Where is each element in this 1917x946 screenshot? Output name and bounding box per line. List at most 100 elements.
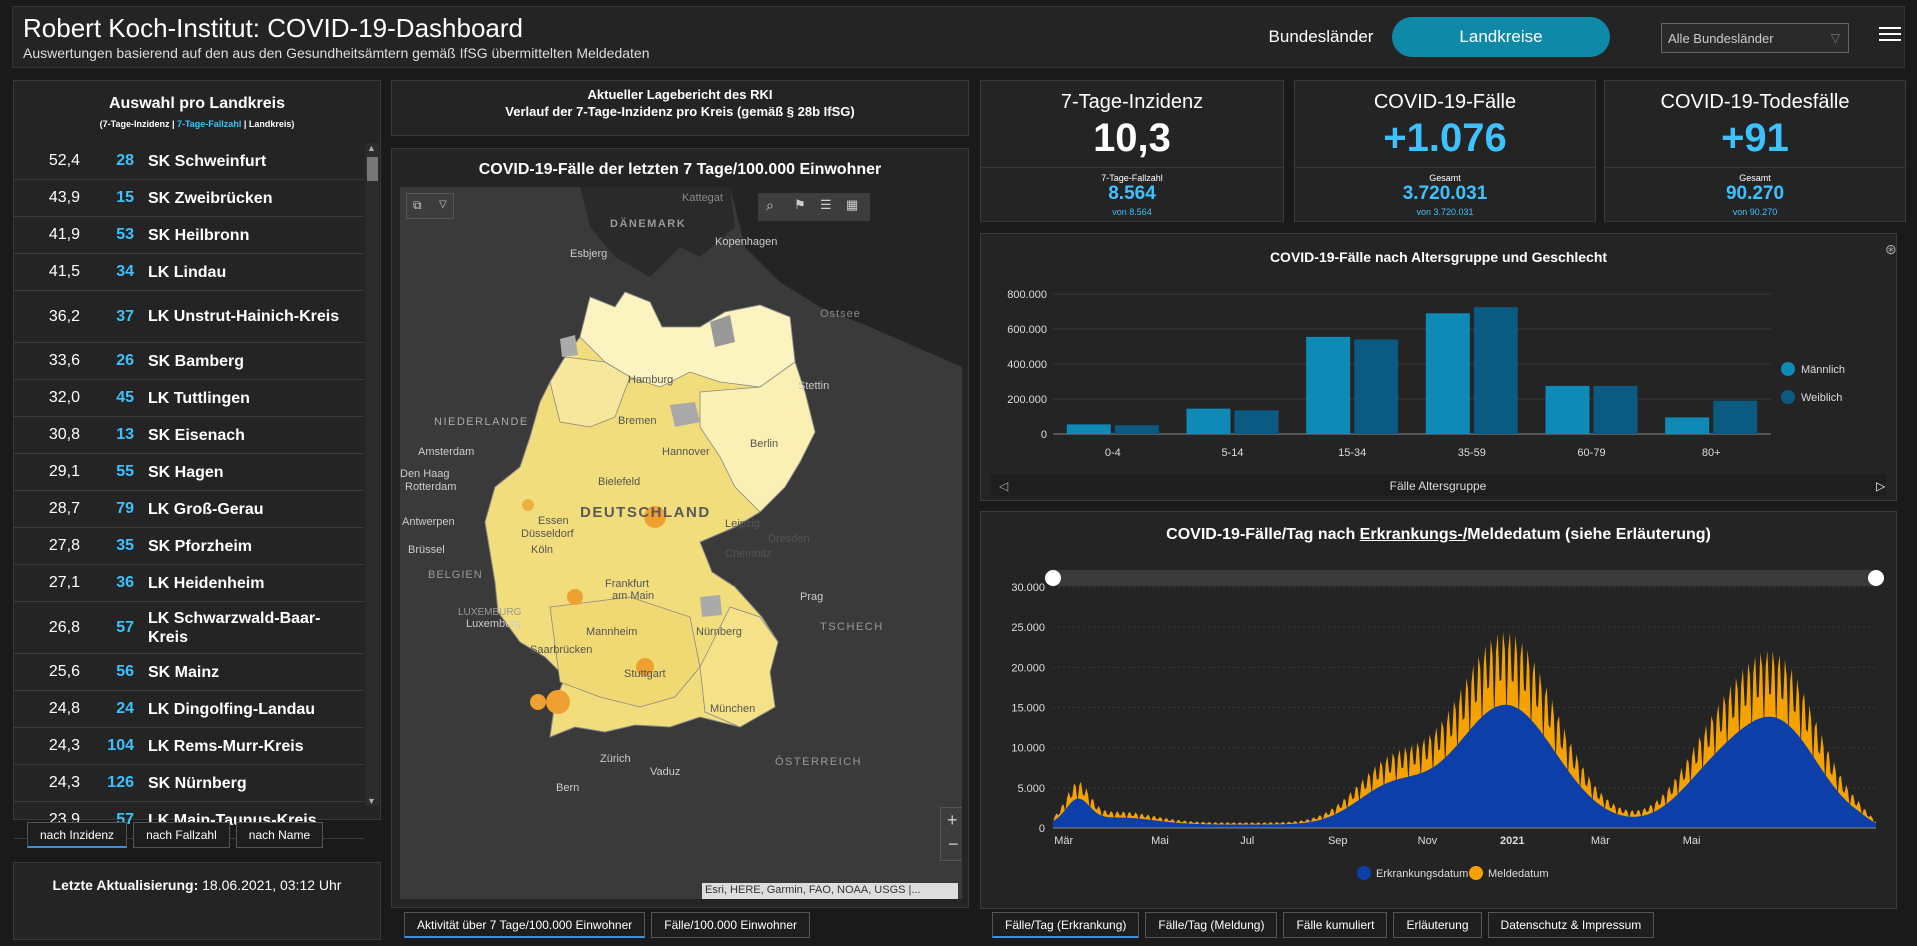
district-case-count: 79 <box>116 500 134 517</box>
district-row[interactable]: 27,1 36 LK Heidenheim <box>14 565 364 602</box>
kpi-value: 10,3 <box>1093 116 1171 160</box>
district-name: SK Bamberg <box>148 352 245 370</box>
district-row[interactable]: 41,9 53 SK Heilbronn <box>14 217 364 254</box>
tab-explanation[interactable]: Erläuterung <box>1393 912 1482 938</box>
legend-icon[interactable]: ☰ <box>820 197 832 212</box>
map-canvas[interactable]: Kattegat DÄNEMARK Kopenhagen Esbjerg Ost… <box>400 187 962 899</box>
district-case-count: 126 <box>107 774 134 791</box>
district-row[interactable]: 52,4 28 SK Schweinfurt <box>14 143 364 180</box>
y-tick-label: 10.000 <box>1011 743 1045 755</box>
scroll-thumb[interactable] <box>367 157 378 181</box>
kpi-sub-label: 7-Tage-Fallzahl <box>1101 173 1163 183</box>
tab-cumulative[interactable]: Fälle kumuliert <box>1283 912 1388 938</box>
range-slider-handle-right[interactable] <box>1868 570 1884 586</box>
map-layer-toggle[interactable]: ⧉ ▽ <box>406 193 454 219</box>
report-link-panel[interactable]: Aktueller Lagebericht des RKI Verlauf de… <box>391 80 969 136</box>
y-tick-label: 15.000 <box>1011 703 1045 715</box>
svg-text:Vaduz: Vaduz <box>650 766 680 778</box>
svg-text:Saarbrücken: Saarbrücken <box>530 644 592 656</box>
district-incidence: 27,8 <box>48 537 80 554</box>
kpi-title: 7-Tage-Inzidenz <box>1060 91 1204 113</box>
legend-swatch <box>1469 866 1483 880</box>
header-bar: Robert Koch-Institut: COVID-19-Dashboard… <box>12 6 1905 68</box>
bar-männlich <box>1186 408 1231 434</box>
district-row[interactable]: 26,8 57 LK Schwarzwald-Baar-Kreis <box>14 602 364 654</box>
district-name: SK Nürnberg <box>148 774 247 792</box>
bar-männlich <box>1665 417 1710 434</box>
district-case-count: 55 <box>116 463 134 480</box>
map-view[interactable]: Kattegat DÄNEMARK Kopenhagen Esbjerg Ost… <box>400 187 962 899</box>
kpi-value: +91 <box>1721 116 1789 160</box>
map-tab-activity[interactable]: Aktivität über 7 Tage/100.000 Einwohner <box>404 912 646 938</box>
district-row[interactable]: 28,7 79 LK Groß-Gerau <box>14 491 364 528</box>
sort-by-incidence[interactable]: nach Inzidenz <box>27 822 128 848</box>
y-tick-label: 0 <box>1039 823 1045 835</box>
kpi-sub-value: 8.564 <box>1108 183 1156 204</box>
district-row[interactable]: 43,9 15 SK Zweibrücken <box>14 180 364 217</box>
sort-by-name[interactable]: nach Name <box>235 822 324 848</box>
district-name: LK Dingolfing-Landau <box>148 700 316 718</box>
district-row[interactable]: 32,0 45 LK Tuttlingen <box>14 380 364 417</box>
zoom-in-icon[interactable]: + <box>947 810 958 830</box>
legend-swatch <box>1781 390 1795 404</box>
district-row[interactable]: 24,8 24 LK Dingolfing-Landau <box>14 691 364 728</box>
tab-landkreise[interactable]: Landkreise <box>1392 17 1610 57</box>
x-tick-label: 2021 <box>1500 835 1524 847</box>
district-incidence: 52,4 <box>48 152 80 169</box>
state-select[interactable]: Alle Bundesländer ▽ <box>1661 23 1849 53</box>
map-tab-cases[interactable]: Fälle/100.000 Einwohner <box>651 912 811 938</box>
chart-tabs: Fälle/Tag (Erkrankung) Fälle/Tag (Meldun… <box>992 912 1655 938</box>
chevron-down-icon: ▽ <box>439 199 447 210</box>
district-row[interactable]: 36,2 37 LK Unstrut-Hainich-Kreis <box>14 291 364 343</box>
district-row[interactable]: 24,3 104 LK Rems-Murr-Kreis <box>14 728 364 765</box>
y-tick-label: 20.000 <box>1011 662 1045 674</box>
district-name: LK Unstrut-Hainich-Kreis <box>148 308 340 325</box>
svg-text:Esbjerg: Esbjerg <box>570 248 607 260</box>
district-case-count: 13 <box>116 426 134 443</box>
district-incidence: 36,2 <box>48 307 80 325</box>
scroll-up-icon[interactable]: ▲ <box>367 143 376 153</box>
district-row[interactable]: 29,1 55 SK Hagen <box>14 454 364 491</box>
svg-text:Stuttgart: Stuttgart <box>624 668 666 680</box>
tab-cases-per-day-report[interactable]: Fälle/Tag (Meldung) <box>1145 912 1278 938</box>
kpi-sub-value: 3.720.031 <box>1402 183 1488 204</box>
district-name: SK Mainz <box>148 663 220 681</box>
list-legend-a: (7-Tage-Inzidenz | <box>99 119 177 129</box>
district-case-count: 56 <box>116 663 134 680</box>
sort-by-cases[interactable]: nach Fallzahl <box>133 822 230 848</box>
district-name: SK Heilbronn <box>148 226 250 244</box>
range-slider-handle-left[interactable] <box>1045 570 1061 586</box>
district-case-count: 24 <box>116 700 134 717</box>
district-incidence: 24,3 <box>48 737 80 754</box>
bookmark-icon[interactable]: ⚑ <box>794 197 806 212</box>
district-row[interactable]: 24,3 126 SK Nürnberg <box>14 765 364 802</box>
district-row[interactable]: 27,8 35 SK Pforzheim <box>14 528 364 565</box>
district-incidence: 41,5 <box>48 263 80 280</box>
district-row[interactable]: 25,6 56 SK Mainz <box>14 654 364 691</box>
scroll-down-icon[interactable]: ▼ <box>367 796 376 806</box>
range-slider-track <box>1053 570 1876 586</box>
district-row[interactable]: 41,5 34 LK Lindau <box>14 254 364 291</box>
svg-text:LUXEMBURG: LUXEMBURG <box>458 607 522 618</box>
district-row[interactable]: 33,6 26 SK Bamberg <box>14 343 364 380</box>
list-scrollbar[interactable]: ▲ ▼ <box>365 143 379 806</box>
search-icon[interactable]: ⌕ <box>766 197 774 213</box>
basemap-icon[interactable]: ▦ <box>846 197 859 212</box>
zoom-out-icon[interactable]: − <box>948 834 959 854</box>
x-tick-label: Mai <box>1683 835 1701 847</box>
map-attribution[interactable]: Esri, HERE, Garmin, FAO, NOAA, USGS |... <box>702 883 958 899</box>
district-case-count: 28 <box>116 152 134 169</box>
district-row[interactable]: 30,8 13 SK Eisenach <box>14 417 364 454</box>
tab-bundeslaender[interactable]: Bundesländer <box>1268 27 1374 46</box>
curve-title-b[interactable]: Erkrankungs-/ <box>1359 526 1468 543</box>
y-tick-label: 25.000 <box>1011 622 1045 634</box>
layers-icon: ⧉ <box>413 198 422 212</box>
bar-weiblich <box>1114 425 1159 434</box>
x-tick-label: 5-14 <box>1221 447 1243 459</box>
tab-privacy-imprint[interactable]: Datenschutz & Impressum <box>1487 912 1655 938</box>
y-tick-label: 400.000 <box>1007 359 1047 371</box>
curve-chart-title: COVID-19-Fälle/Tag nach Erkrankungs-/Mel… <box>981 526 1896 544</box>
tab-cases-per-day-onset[interactable]: Fälle/Tag (Erkrankung) <box>992 912 1140 938</box>
menu-icon[interactable] <box>1879 23 1901 47</box>
x-tick-label: Nov <box>1418 835 1438 847</box>
